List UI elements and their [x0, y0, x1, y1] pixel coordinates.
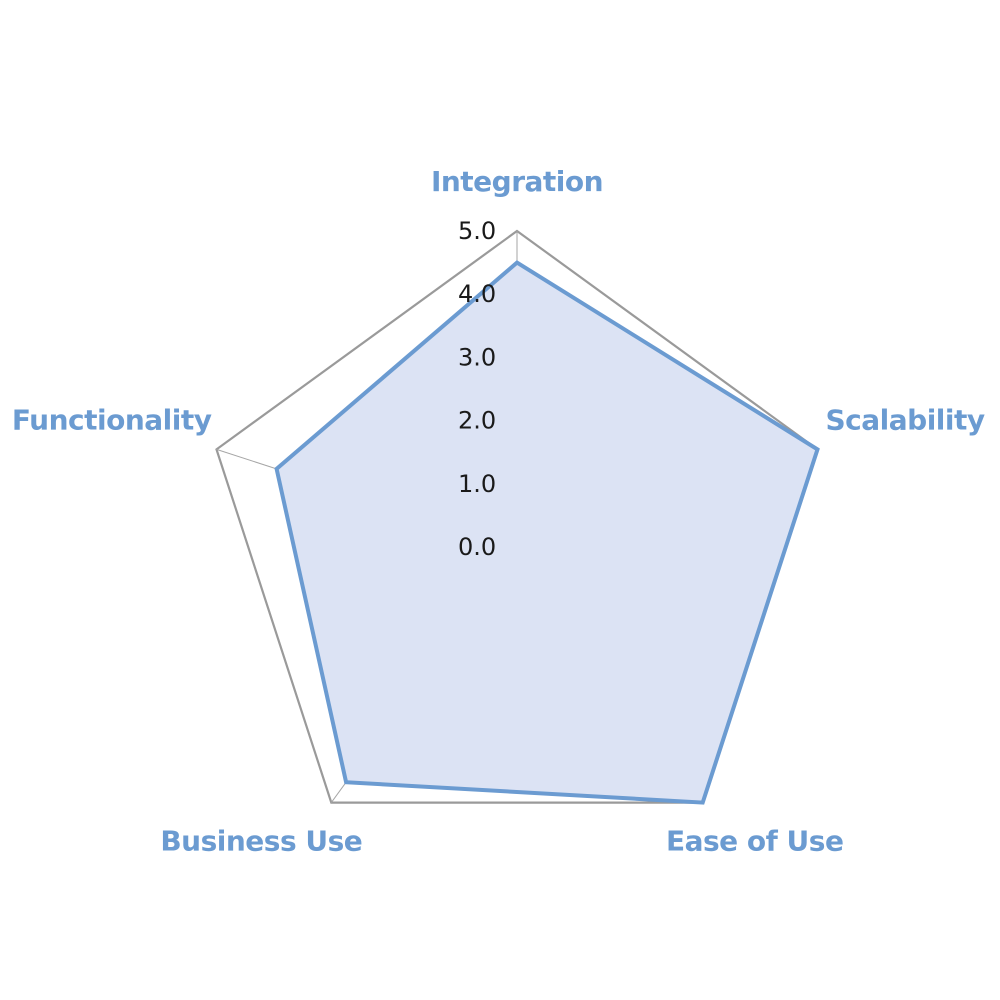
tick-label-1.0: 1.0: [458, 470, 496, 498]
series-layer: [274, 260, 820, 805]
category-label-business-use: Business Use: [160, 825, 362, 858]
tick-label-2.0: 2.0: [458, 407, 496, 435]
category-label-scalability: Scalability: [826, 403, 985, 436]
tick-label-3.0: 3.0: [458, 343, 496, 371]
tick-labels: 0.0 1.0 2.0 3.0 4.0 5.0: [458, 217, 496, 561]
category-label-integration: Integration: [431, 165, 603, 198]
category-label-ease-of-use: Ease of Use: [666, 825, 843, 858]
grid-ring-5.0: [215, 229, 819, 804]
tick-label-0.0: 0.0: [458, 533, 496, 561]
series-area-0: [274, 260, 820, 805]
tick-label-5.0: 5.0: [458, 217, 496, 245]
tick-label-4.0: 4.0: [458, 280, 496, 308]
category-label-functionality: Functionality: [12, 403, 212, 436]
category-labels: Integration Scalability Ease of Use Busines…: [12, 165, 985, 858]
